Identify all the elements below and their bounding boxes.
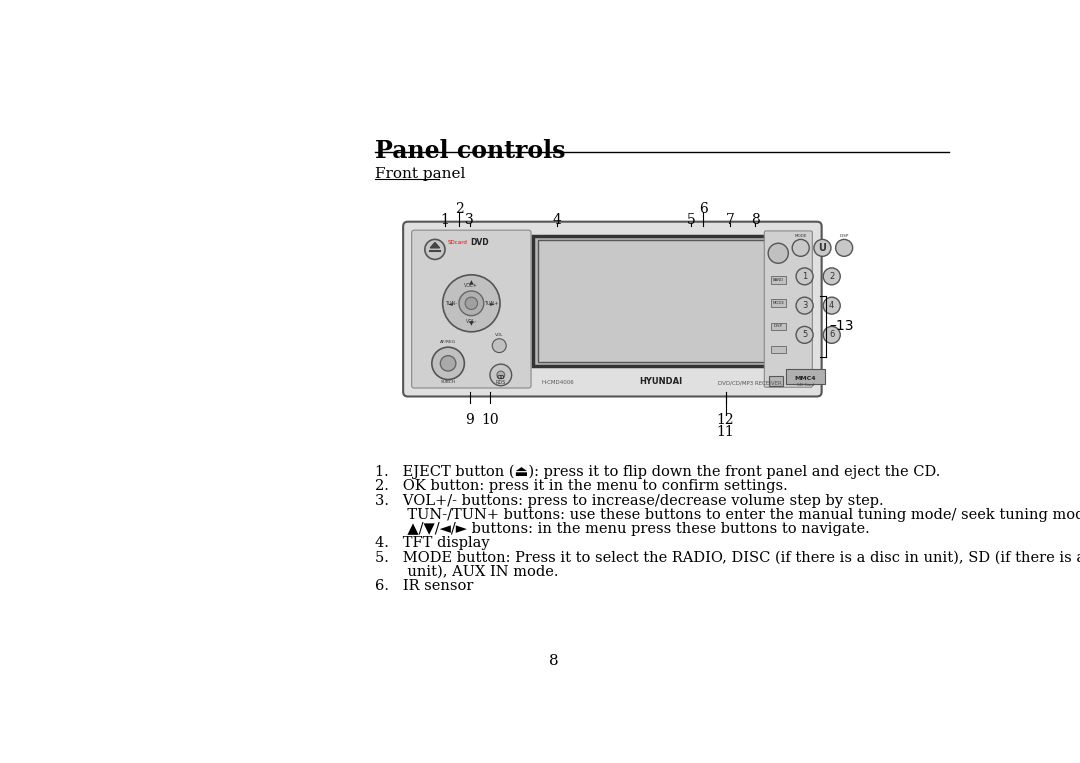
Text: 5: 5 [802,330,807,340]
Text: 1: 1 [441,213,449,227]
Text: 10: 10 [481,414,499,427]
Text: SDcard: SDcard [448,240,468,245]
Text: VOL: VOL [495,333,503,337]
Circle shape [459,291,484,316]
FancyBboxPatch shape [769,376,783,386]
Text: Front panel: Front panel [375,167,465,181]
Text: ▼: ▼ [469,321,474,327]
Text: DVD/CD/MP3 RECEIVER: DVD/CD/MP3 RECEIVER [717,380,781,385]
Text: 7: 7 [726,213,734,227]
Text: 3: 3 [802,301,807,310]
Text: 9: 9 [465,414,474,427]
FancyBboxPatch shape [770,323,786,330]
FancyBboxPatch shape [538,240,784,362]
Text: 3.   VOL+/- buttons: press to increase/decrease volume step by step.: 3. VOL+/- buttons: press to increase/dec… [375,494,883,507]
Text: TUN-/TUN+ buttons: use these buttons to enter the manual tuning mode/ seek tunin: TUN-/TUN+ buttons: use these buttons to … [375,507,1080,522]
Text: 5: 5 [687,213,696,227]
Text: 4: 4 [553,213,562,227]
Circle shape [796,327,813,343]
Text: VOL+: VOL+ [464,283,478,288]
Text: 12: 12 [717,414,734,427]
Circle shape [465,297,477,310]
Text: RDS: RDS [496,380,505,385]
Text: DISP: DISP [839,234,849,238]
Text: 11: 11 [717,425,734,439]
Text: 1: 1 [802,272,807,281]
Text: ►: ► [490,301,495,306]
Circle shape [796,268,813,285]
Circle shape [441,356,456,371]
Text: VOL-: VOL- [465,318,477,324]
Text: 5.   MODE button: Press it to select the RADIO, DISC (if there is a disc in unit: 5. MODE button: Press it to select the R… [375,550,1080,565]
Text: SUBCH: SUBCH [441,381,456,385]
Circle shape [793,240,809,256]
Text: ◄: ◄ [448,301,453,306]
Text: TUN+: TUN+ [484,301,499,306]
Text: ▲: ▲ [469,280,474,285]
Polygon shape [430,243,440,248]
Circle shape [443,275,500,332]
Text: 8: 8 [549,654,558,668]
Text: 1.   EJECT button (⏏): press it to flip down the front panel and eject the CD.: 1. EJECT button (⏏): press it to flip do… [375,465,941,479]
Text: 6: 6 [829,330,835,340]
FancyBboxPatch shape [770,299,786,307]
Text: MODE: MODE [795,234,807,238]
Text: 8: 8 [751,213,759,227]
Text: DVD: DVD [470,238,488,247]
Text: –13: –13 [829,320,854,333]
Circle shape [814,240,831,256]
Text: DISP: DISP [773,324,783,328]
Circle shape [490,364,512,386]
Text: TUN-: TUN- [445,301,457,306]
Circle shape [823,297,840,314]
FancyBboxPatch shape [765,231,812,388]
Circle shape [432,347,464,379]
Circle shape [768,243,788,263]
Text: ▲/▼/◄/► buttons: in the menu press these buttons to navigate.: ▲/▼/◄/► buttons: in the menu press these… [375,522,870,536]
FancyBboxPatch shape [534,236,789,366]
Text: 2: 2 [455,201,463,216]
Text: H-CMD4006: H-CMD4006 [541,380,573,385]
Text: SD Card: SD Card [797,383,814,387]
FancyBboxPatch shape [411,230,531,388]
Text: HYUNDAI: HYUNDAI [639,377,683,386]
Text: 4.   TFT display: 4. TFT display [375,536,490,550]
Text: AF/REG: AF/REG [440,340,456,344]
Text: 6.   IR sensor: 6. IR sensor [375,579,474,593]
Text: 6: 6 [699,201,707,216]
Text: 3: 3 [465,213,474,227]
Circle shape [836,240,852,256]
Text: BAND: BAND [772,278,784,282]
Text: Panel controls: Panel controls [375,140,566,163]
Text: MODE: MODE [772,301,784,305]
Text: MMC4: MMC4 [795,375,816,381]
Text: 2: 2 [829,272,835,281]
Text: 4: 4 [829,301,835,310]
Text: 2.   OK button: press it in the menu to confirm settings.: 2. OK button: press it in the menu to co… [375,479,788,493]
Text: U: U [819,243,826,253]
FancyBboxPatch shape [403,222,822,397]
Circle shape [424,240,445,259]
Circle shape [823,327,840,343]
Text: CD: CD [497,375,505,380]
FancyBboxPatch shape [786,369,825,384]
Circle shape [492,339,507,353]
FancyBboxPatch shape [770,276,786,284]
FancyBboxPatch shape [770,346,786,353]
Circle shape [796,297,813,314]
Text: unit), AUX IN mode.: unit), AUX IN mode. [375,565,558,578]
Circle shape [823,268,840,285]
Circle shape [497,371,504,378]
